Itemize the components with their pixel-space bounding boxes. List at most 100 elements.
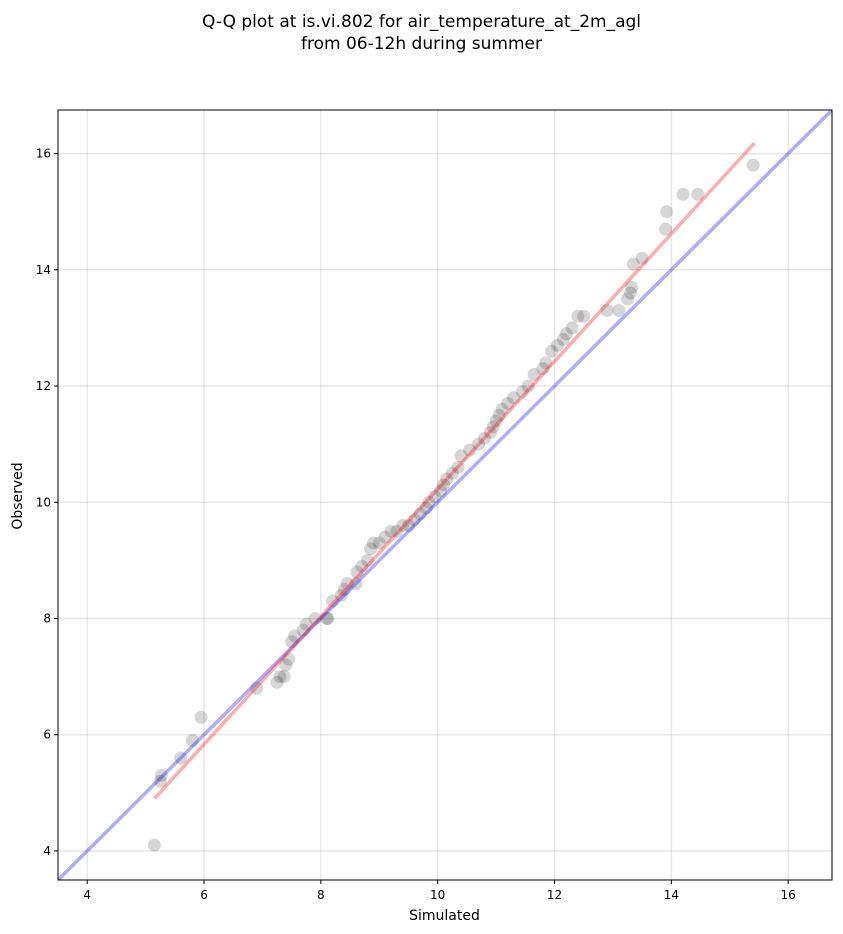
data-point [273, 670, 287, 684]
data-point [185, 734, 199, 748]
data-point [390, 524, 404, 538]
data-point [288, 629, 302, 643]
data-point [577, 309, 591, 323]
data-point [463, 443, 477, 457]
data-point [154, 768, 168, 782]
data-point [612, 303, 626, 317]
reference-lines [58, 110, 832, 880]
data-point [350, 565, 364, 579]
data-point [521, 379, 535, 393]
data-point [407, 513, 421, 527]
x-tick-label: 16 [781, 888, 796, 902]
data-point [527, 367, 541, 381]
x-axis-label: Simulated [409, 908, 480, 924]
data-point [635, 251, 649, 265]
data-point [623, 286, 637, 300]
data-point [495, 402, 509, 416]
y-axis-label: Observed [10, 462, 26, 529]
chart-title-line-1: Q-Q plot at is.vi.802 for air_temperatur… [202, 12, 641, 32]
data-point [565, 321, 579, 335]
identity-line [58, 110, 832, 880]
data-point [483, 426, 497, 440]
x-tick-label: 4 [83, 888, 91, 902]
data-point [413, 507, 427, 521]
data-point [660, 205, 674, 219]
data-point [437, 478, 451, 492]
data-point [625, 280, 639, 294]
data-point [621, 292, 635, 306]
data-points [147, 158, 760, 852]
data-point [366, 536, 380, 550]
data-point [285, 635, 299, 649]
data-point [349, 577, 363, 591]
data-point [556, 333, 570, 347]
data-point [334, 588, 348, 602]
data-point [321, 611, 335, 625]
data-point [515, 385, 529, 399]
data-point [571, 309, 585, 323]
grid-lines [58, 110, 832, 880]
data-point [419, 501, 433, 515]
data-point [626, 257, 640, 271]
data-point [676, 187, 690, 201]
plot-area [57, 109, 833, 881]
data-point [501, 396, 515, 410]
data-point [355, 559, 369, 573]
data-point [454, 449, 468, 463]
y-tick-label: 10 [36, 495, 51, 509]
data-point [659, 222, 673, 236]
data-point [378, 530, 392, 544]
data-point [396, 519, 410, 533]
data-point [746, 158, 760, 172]
y-tick-label: 4 [43, 844, 51, 858]
data-point [250, 681, 264, 695]
data-point [174, 751, 188, 765]
data-point [194, 710, 208, 724]
x-tick-label: 10 [430, 888, 445, 902]
data-point [550, 338, 564, 352]
data-point [153, 774, 167, 788]
data-point [401, 519, 415, 533]
data-point [282, 652, 296, 666]
data-point [364, 542, 378, 556]
data-point [600, 303, 614, 317]
y-tick-label: 12 [36, 379, 51, 393]
data-point [428, 489, 442, 503]
data-point [445, 466, 459, 480]
y-axis-ticks: 4 6 8 10 12 14 16 [36, 147, 58, 858]
data-point [486, 420, 500, 434]
data-point [439, 472, 453, 486]
data-point [308, 611, 322, 625]
y-tick-label: 6 [43, 728, 51, 742]
plot-frame [57, 109, 833, 881]
data-point [691, 187, 705, 201]
data-point [422, 495, 436, 509]
data-point [326, 594, 340, 608]
data-point [320, 611, 334, 625]
data-point [270, 675, 284, 689]
data-point [340, 577, 354, 591]
data-point [372, 536, 386, 550]
y-tick-label: 14 [36, 263, 51, 277]
chart-title-line-2: from 06-12h during summer [301, 34, 542, 54]
x-axis-ticks: 4 6 8 10 12 14 16 [83, 880, 796, 902]
data-point [361, 553, 375, 567]
data-point [559, 327, 573, 341]
x-tick-label: 8 [317, 888, 325, 902]
data-point [384, 524, 398, 538]
x-tick-label: 14 [664, 888, 679, 902]
data-point [279, 658, 293, 672]
data-point [277, 670, 291, 684]
data-point [434, 484, 448, 498]
y-tick-label: 8 [43, 611, 51, 625]
data-point [492, 408, 506, 422]
chart-title: Q-Q plot at is.vi.802 for air_temperatur… [202, 12, 641, 54]
data-point [337, 582, 351, 596]
data-point [477, 431, 491, 445]
data-point [296, 623, 310, 637]
data-point [451, 460, 465, 474]
x-tick-label: 6 [200, 888, 208, 902]
data-point [539, 356, 553, 370]
data-point [536, 362, 550, 376]
